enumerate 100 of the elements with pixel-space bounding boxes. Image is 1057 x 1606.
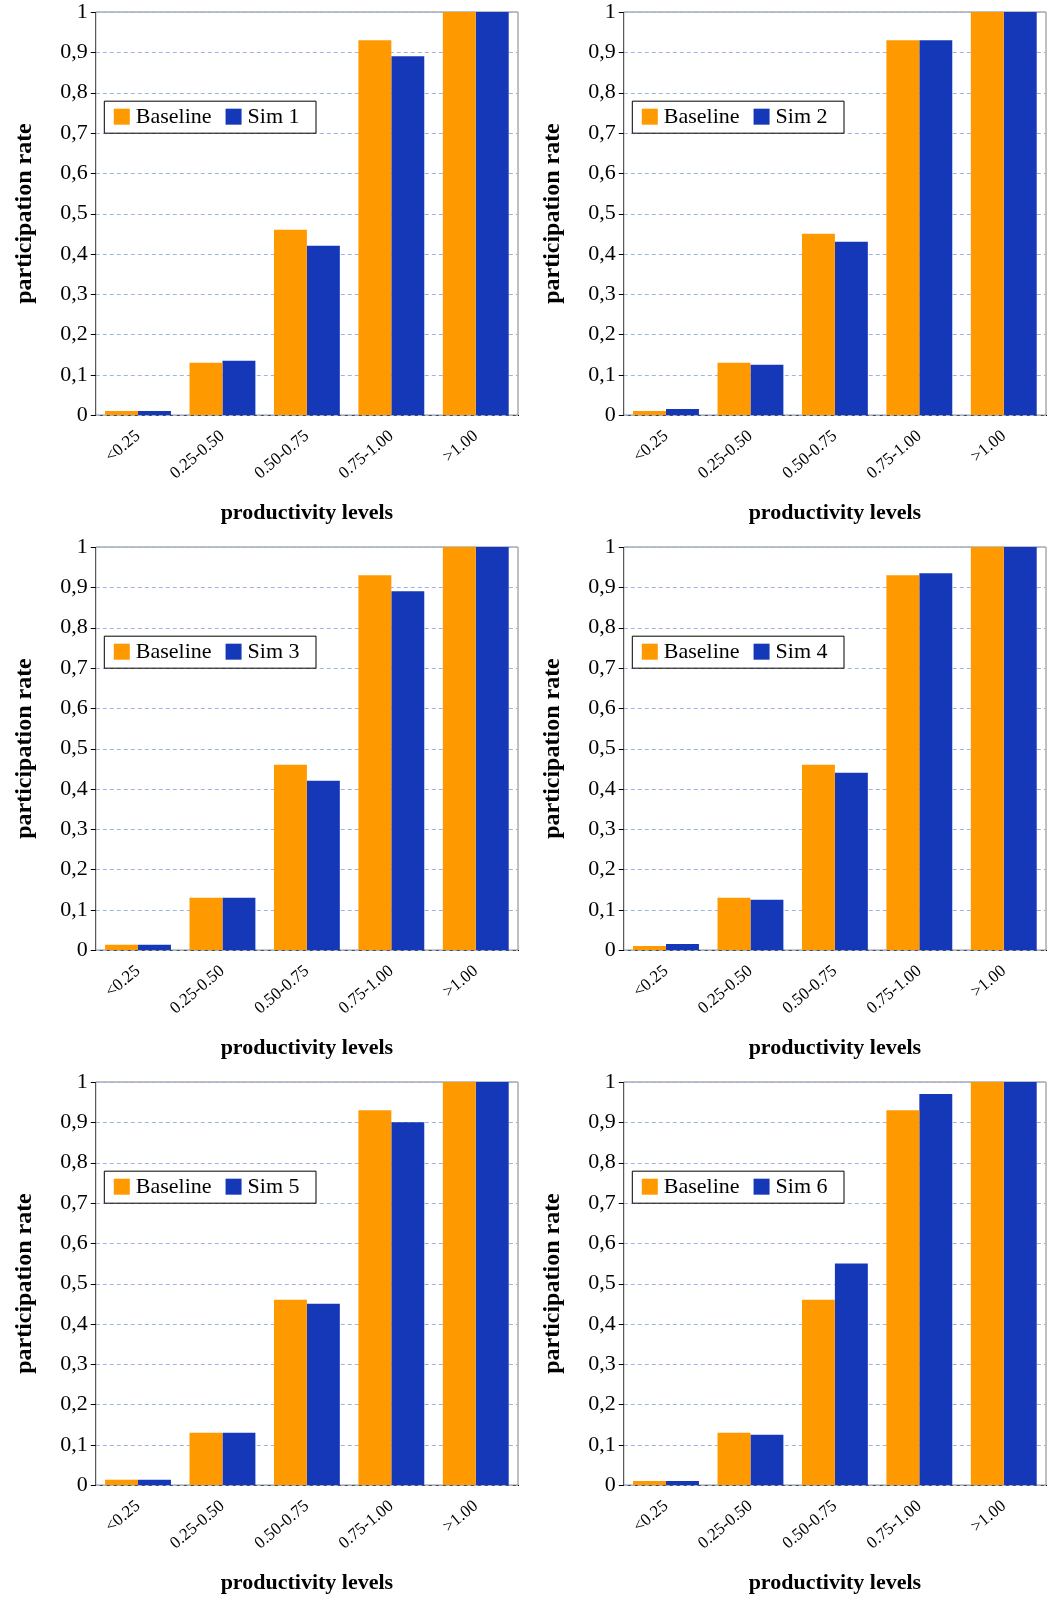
bar [138,411,171,416]
y-tick-label: 0,4 [588,1309,616,1335]
bar [222,360,256,416]
y-tick-label: 0,9 [60,573,88,599]
y-tick-label: 0,3 [588,814,616,840]
y-tick-label: 0,8 [588,613,616,639]
y-tick-label: 0,6 [60,694,88,720]
bar [138,944,171,951]
y-tick-label: 1 [604,0,616,23]
bar [801,233,835,416]
y-tick-label: 0,3 [60,279,88,305]
bar [391,591,425,951]
y-tick-label: 0,7 [60,1188,88,1214]
bar [886,1110,920,1486]
legend-label: Sim 2 [775,103,828,129]
y-tick-label: 0,5 [588,199,616,225]
y-tick-label: 0,6 [588,694,616,720]
bar [801,1299,835,1486]
y-tick-label: 0,9 [60,38,88,64]
bar [105,944,139,951]
bar [273,1299,307,1486]
y-tick-label: 0 [604,935,616,961]
bar [750,899,784,951]
y-tick-label: 0,5 [588,1269,616,1295]
y-tick-label: 0,1 [60,1430,88,1456]
bar [666,409,699,416]
y-tick-label: 0,1 [588,360,616,386]
y-tick-label: 0,6 [60,159,88,185]
y-tick-label: 0,9 [588,38,616,64]
bar [358,40,392,416]
y-tick-label: 0,7 [588,1188,616,1214]
y-tick-label: 1 [76,532,88,558]
bar [750,1434,784,1486]
x-tick-label: <0.25 [629,425,672,466]
y-tick-label: 0,7 [588,118,616,144]
y-tick-label: 0 [76,400,88,426]
y-tick-label: 0,5 [60,199,88,225]
y-tick-label: 0,3 [60,1349,88,1375]
bar [475,12,509,416]
bar [358,1110,392,1486]
y-tick-label: 0,2 [588,320,616,346]
y-axis-title: participation rate [9,122,36,304]
y-tick-label: 0,7 [588,653,616,679]
bar [273,229,307,416]
y-tick-label: 0,6 [60,1229,88,1255]
y-tick-label: 0,9 [588,573,616,599]
bar [358,575,392,951]
bar [105,411,139,416]
bar [666,1481,699,1486]
y-axis-title: participation rate [9,1192,36,1374]
legend-label: Sim 4 [775,638,828,664]
bar [717,897,751,951]
y-tick-label: 0,8 [588,78,616,104]
bar [633,1481,667,1486]
y-tick-label: 1 [604,532,616,558]
x-axis-title: productivity levels [748,1034,922,1060]
bar [919,1094,953,1486]
bar [834,772,868,951]
legend-label: Sim 1 [247,103,300,129]
legend-label: Sim 6 [775,1173,828,1199]
bar [886,575,920,951]
bar [306,1303,340,1486]
x-tick-label: <0.25 [101,960,144,1001]
bar [442,547,476,951]
bar [105,1479,139,1486]
legend-label: Baseline [135,103,212,129]
y-tick-label: 0,1 [588,895,616,921]
x-axis-title: productivity levels [220,1034,394,1060]
x-axis-title: productivity levels [748,499,922,525]
bar [633,946,667,951]
y-tick-label: 0,4 [588,774,616,800]
y-tick-label: 0,1 [588,1430,616,1456]
bar [886,40,920,416]
bar [189,1432,223,1486]
legend-label: Baseline [663,103,740,129]
bar [475,1082,509,1486]
y-tick-label: 0,5 [60,734,88,760]
bar [189,362,223,416]
y-axis-title: participation rate [9,657,36,839]
y-tick-label: 0,4 [60,774,88,800]
bar [391,56,425,416]
y-tick-label: 0,1 [60,360,88,386]
bar [273,764,307,951]
bar [801,764,835,951]
y-tick-label: 0,2 [60,1390,88,1416]
x-tick-label: <0.25 [629,960,672,1001]
bar [1003,12,1037,416]
bar [306,245,340,416]
y-tick-label: 0,4 [60,1309,88,1335]
bar [666,944,699,951]
bar [970,547,1004,951]
y-tick-label: 0 [604,1470,616,1496]
legend-label: Baseline [663,1173,740,1199]
y-axis-title: participation rate [537,1192,564,1374]
y-tick-label: 0 [604,400,616,426]
y-tick-label: 0,2 [588,855,616,881]
y-tick-label: 0,7 [60,653,88,679]
y-tick-label: 0,8 [60,78,88,104]
bar [222,897,256,951]
bar [970,1082,1004,1486]
